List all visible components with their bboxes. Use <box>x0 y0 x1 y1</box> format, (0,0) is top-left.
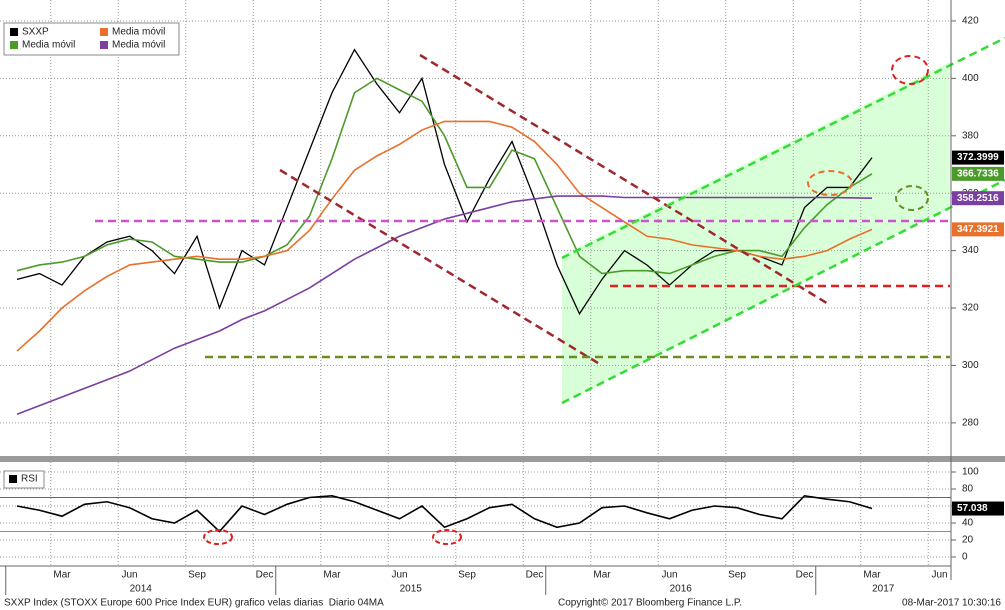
y-tick-label: 380 <box>962 130 979 141</box>
x-tick-label: Mar <box>53 570 71 581</box>
legend-swatch <box>10 41 18 49</box>
y-tick-label: 40 <box>962 518 974 529</box>
y-tick-label: 300 <box>962 360 979 371</box>
last-value-box <box>952 501 1004 516</box>
channel-fill <box>562 62 950 403</box>
x-tick-label: Jun <box>931 570 947 581</box>
annotations <box>95 36 1005 545</box>
highlight-ellipse <box>895 185 929 211</box>
legend-swatch <box>100 41 108 49</box>
panel-separator <box>0 456 1005 462</box>
series-line <box>16 120 873 352</box>
y-tick-label: 280 <box>962 417 979 428</box>
legend <box>3 22 180 56</box>
last-value-label: 347.3921 <box>957 224 999 235</box>
highlight-ellipse <box>807 170 853 196</box>
series-line <box>16 77 873 275</box>
x-tick-label: Mar <box>323 570 341 581</box>
last-value-box <box>952 150 1004 165</box>
last-value-label: 57.038 <box>957 503 988 514</box>
y-tick-label: 400 <box>962 73 979 84</box>
legend-swatch <box>100 28 108 36</box>
footer-right: 08-Mar-2017 10:30:16 <box>902 598 1001 609</box>
series-line <box>16 494 873 533</box>
legend-swatch <box>9 475 17 483</box>
x-tick-label: Dec <box>256 570 274 581</box>
channel-line <box>561 178 1005 405</box>
grid <box>0 0 956 565</box>
x-tick-label: Sep <box>728 570 746 581</box>
legend-label: RSI <box>21 474 38 485</box>
x-tick-label: Jun <box>661 570 677 581</box>
trend-line <box>279 168 599 365</box>
series-line <box>16 48 873 316</box>
overlay: 280300320340360380400420372.3999366.7336… <box>5 16 1004 595</box>
y-tick-label: 340 <box>962 245 979 256</box>
y-tick-label: 320 <box>962 303 979 314</box>
year-label: 2014 <box>130 584 153 595</box>
last-value-box <box>952 222 1004 237</box>
trend-line <box>419 53 831 307</box>
year-label: 2016 <box>670 584 693 595</box>
legend-label: SXXP <box>22 27 49 38</box>
x-tick-label: Mar <box>593 570 611 581</box>
annotations-under <box>562 62 950 403</box>
footer-center: Copyright© 2017 Bloomberg Finance L.P. <box>558 598 742 609</box>
x-tick-label: Jun <box>391 570 407 581</box>
y-tick-label: 80 <box>962 484 974 495</box>
highlight-ellipse <box>891 55 929 85</box>
last-value-label: 358.2516 <box>957 193 999 204</box>
x-tick-label: Sep <box>188 570 206 581</box>
highlight-ellipse <box>203 529 233 545</box>
y-tick-label: 420 <box>962 16 979 27</box>
y-tick-label: 0 <box>962 552 968 563</box>
year-label: 2017 <box>872 584 895 595</box>
last-value-label: 372.3999 <box>957 152 999 163</box>
legend-label: Media móvil <box>112 27 165 38</box>
legend-swatch <box>10 28 18 36</box>
last-value-box <box>952 191 1004 206</box>
footer-left: SXXP Index (STOXX Europe 600 Price Index… <box>4 598 384 609</box>
series-line <box>16 195 873 415</box>
last-value-box <box>952 166 1004 181</box>
x-tick-label: Mar <box>863 570 881 581</box>
x-tick-label: Jun <box>121 570 137 581</box>
plot <box>0 48 951 533</box>
channel-line <box>561 36 1005 260</box>
highlight-ellipse <box>432 529 462 545</box>
year-label: 2015 <box>400 584 423 595</box>
x-tick-label: Sep <box>458 570 476 581</box>
x-tick-label: Dec <box>526 570 544 581</box>
y-tick-label: 100 <box>962 467 979 478</box>
x-tick-label: Dec <box>796 570 814 581</box>
legend-label: Media móvil <box>22 40 75 51</box>
legend-label: Media móvil <box>112 40 165 51</box>
y-tick-label: 20 <box>962 535 974 546</box>
last-value-label: 366.7336 <box>957 169 999 180</box>
